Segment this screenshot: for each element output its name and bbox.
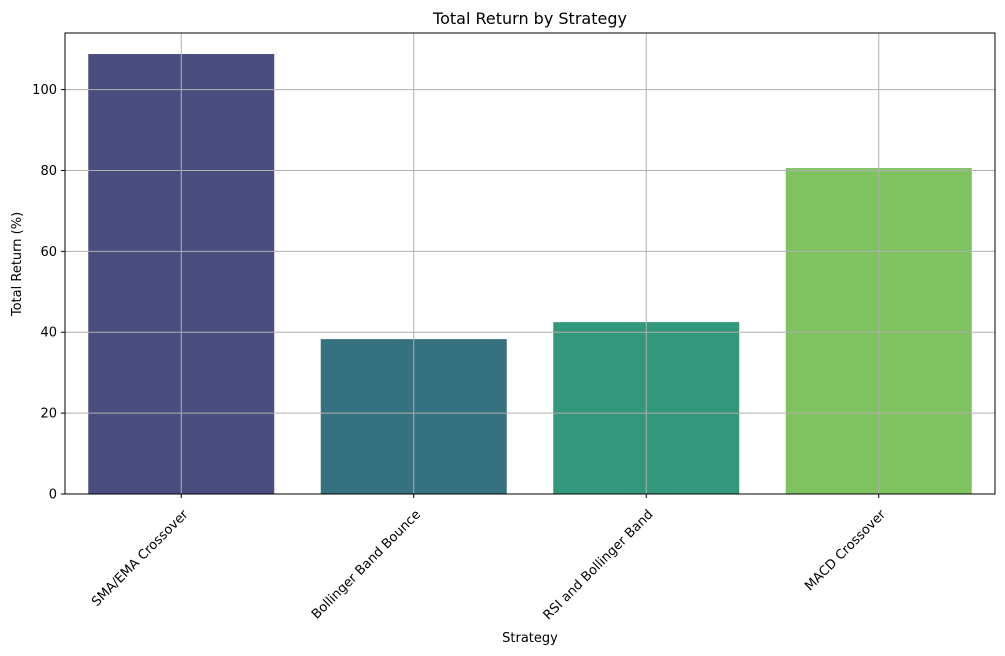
y-tick-label: 0 — [49, 488, 57, 503]
plot-frame — [64, 32, 996, 495]
plot-area: 0 20 40 60 80 100 SMA/EMA Crossover Bollinger B… — [32, 32, 996, 623]
x-tick-label: RSI and Bollinger Band — [541, 507, 657, 623]
x-tick-label: Bollinger Band Bounce — [309, 507, 424, 622]
x-axis-label: Strategy — [502, 631, 558, 646]
y-tick-label: 100 — [32, 83, 57, 98]
chart-title: Total Return by Strategy — [432, 9, 627, 28]
x-tick-label: MACD Crossover — [802, 507, 889, 594]
y-tick-label: 60 — [40, 245, 57, 260]
x-tick-label: SMA/EMA Crossover — [89, 507, 192, 610]
y-axis-label: Total Return (%) — [10, 212, 25, 317]
y-tick-label: 20 — [40, 407, 57, 422]
y-tick-label: 40 — [40, 326, 57, 341]
y-tick-label: 80 — [40, 164, 57, 179]
